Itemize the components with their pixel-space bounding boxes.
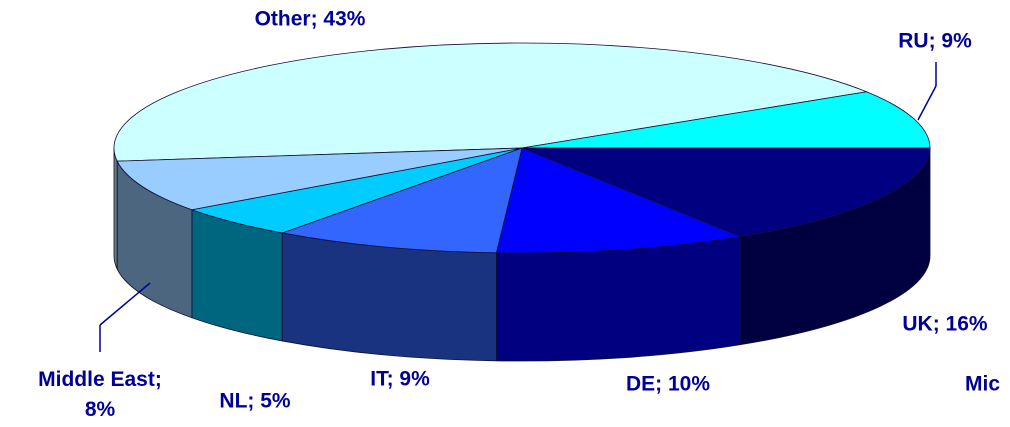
data-label: RU; 9% xyxy=(898,30,972,53)
labels: Mic Other; 43% RU; 9% UK; 16% DE; 10% IT; 9%… xyxy=(38,8,1000,421)
pie-side xyxy=(113,147,118,270)
leader-line xyxy=(99,282,151,326)
pie-side xyxy=(495,236,742,362)
leader-line xyxy=(917,85,937,121)
data-label: NL; 5% xyxy=(219,390,291,413)
pie-slice xyxy=(113,42,868,162)
pie-slice xyxy=(521,147,931,238)
data-label: Other; 43% xyxy=(255,8,366,31)
pie-slice xyxy=(495,147,743,254)
data-label: UK; 16% xyxy=(902,313,988,336)
pie-slice xyxy=(116,147,523,211)
data-label: IT; 9% xyxy=(370,368,430,391)
data-label: Middle East; 8% xyxy=(38,368,162,421)
annotation: Mic xyxy=(965,373,1000,396)
pie-slice xyxy=(521,91,931,149)
pie-tops xyxy=(113,42,931,254)
pie-slice xyxy=(280,147,523,254)
data-label: DE; 10% xyxy=(626,373,710,396)
